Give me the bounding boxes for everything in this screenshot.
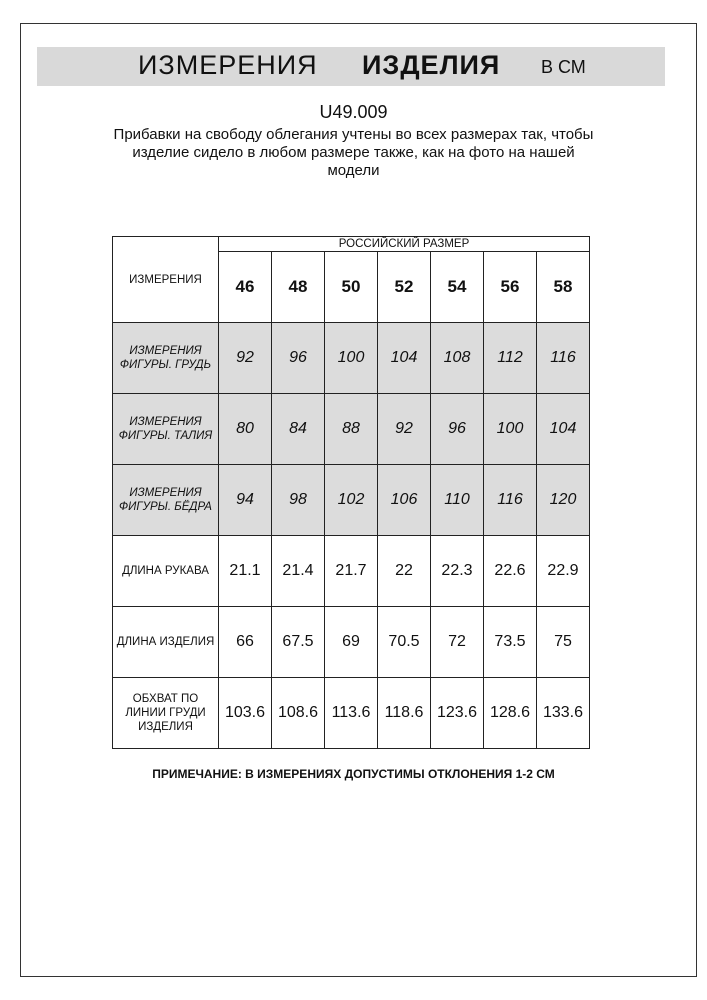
table-row: ДЛИНА ИЗДЕЛИЯ 66 67.5 69 70.5 72 73.5 75 xyxy=(112,606,590,678)
table-row: ДЛИНА РУКАВА 21.1 21.4 21.7 22 22.3 22.6 22.9 xyxy=(112,535,590,607)
size-header: 58 xyxy=(536,251,590,323)
table-cell: 116 xyxy=(483,464,537,536)
row-label: ОБХВАТ ПО ЛИНИИ ГРУДИ ИЗДЕЛИЯ xyxy=(112,677,219,749)
table-row: ОБХВАТ ПО ЛИНИИ ГРУДИ ИЗДЕЛИЯ 103.6 108.6 1… xyxy=(112,677,590,749)
table-cell: 69 xyxy=(324,606,378,678)
size-header: 56 xyxy=(483,251,537,323)
table-cell: 102 xyxy=(324,464,378,536)
table-cell: 110 xyxy=(430,464,484,536)
title-regular: ИЗМЕРЕНИЯ xyxy=(138,50,318,80)
size-header: 52 xyxy=(377,251,431,323)
table-cell: 112 xyxy=(483,322,537,394)
size-header: 46 xyxy=(218,251,272,323)
table-cell: 103.6 xyxy=(218,677,272,749)
table-cell: 73.5 xyxy=(483,606,537,678)
table-cell: 96 xyxy=(271,322,325,394)
table-cell: 21.4 xyxy=(271,535,325,607)
table-cell: 98 xyxy=(271,464,325,536)
table-cell: 94 xyxy=(218,464,272,536)
row-label: ИЗМЕРЕНИЯ ФИГУРЫ. БЁДРА xyxy=(112,464,219,536)
page-frame xyxy=(20,23,697,977)
table-cell: 104 xyxy=(377,322,431,394)
table-cell: 22.3 xyxy=(430,535,484,607)
table-row: ИЗМЕРЕНИЯ ФИГУРЫ. БЁДРА 94 98 102 106 110 116 1… xyxy=(112,464,590,536)
table-cell: 21.7 xyxy=(324,535,378,607)
table-cell: 108 xyxy=(430,322,484,394)
table-cell: 108.6 xyxy=(271,677,325,749)
table-cell: 128.6 xyxy=(483,677,537,749)
table-cell: 22 xyxy=(377,535,431,607)
corner-header: ИЗМЕРЕНИЯ xyxy=(112,236,219,323)
table-cell: 120 xyxy=(536,464,590,536)
table-row: ИЗМЕРЕНИЯ ФИГУРЫ. ГРУДЬ 92 96 100 104 108 112 1… xyxy=(112,322,590,394)
table-cell: 67.5 xyxy=(271,606,325,678)
table-cell: 133.6 xyxy=(536,677,590,749)
group-header: РОССИЙСКИЙ РАЗМЕР xyxy=(218,236,590,252)
unit-label: В СМ xyxy=(541,57,586,77)
table-cell: 75 xyxy=(536,606,590,678)
table-cell: 104 xyxy=(536,393,590,465)
description: Прибавки на свободу облегания учтены во … xyxy=(113,126,594,179)
table-cell: 66 xyxy=(218,606,272,678)
size-table: ИЗМЕРЕНИЯ РОССИЙСКИЙ РАЗМЕР 46 48 50 52 54 56… xyxy=(112,236,590,749)
title-banner xyxy=(37,47,665,86)
title-bold: ИЗДЕЛИЯ xyxy=(362,50,501,80)
table-cell: 96 xyxy=(430,393,484,465)
row-label: ДЛИНА РУКАВА xyxy=(112,535,219,607)
table-row: ИЗМЕРЕНИЯ ФИГУРЫ. ТАЛИЯ 80 84 88 92 96 100 104 xyxy=(112,393,590,465)
size-header: 54 xyxy=(430,251,484,323)
table-cell: 106 xyxy=(377,464,431,536)
table-cell: 116 xyxy=(536,322,590,394)
table-cell: 100 xyxy=(324,322,378,394)
row-label: ИЗМЕРЕНИЯ ФИГУРЫ. ГРУДЬ xyxy=(112,322,219,394)
table-cell: 22.9 xyxy=(536,535,590,607)
size-header: 50 xyxy=(324,251,378,323)
table-cell: 123.6 xyxy=(430,677,484,749)
table-cell: 72 xyxy=(430,606,484,678)
table-cell: 92 xyxy=(377,393,431,465)
table-cell: 80 xyxy=(218,393,272,465)
article-code: U49.009 xyxy=(319,102,388,122)
table-cell: 21.1 xyxy=(218,535,272,607)
note: ПРИМЕЧАНИЕ: В ИЗМЕРЕНИЯХ ДОПУСТИМЫ ОТКЛО… xyxy=(152,767,555,781)
table-cell: 22.6 xyxy=(483,535,537,607)
table-cell: 100 xyxy=(483,393,537,465)
row-label: ИЗМЕРЕНИЯ ФИГУРЫ. ТАЛИЯ xyxy=(112,393,219,465)
table-cell: 92 xyxy=(218,322,272,394)
table-cell: 113.6 xyxy=(324,677,378,749)
table-cell: 88 xyxy=(324,393,378,465)
row-label: ДЛИНА ИЗДЕЛИЯ xyxy=(112,606,219,678)
table-cell: 118.6 xyxy=(377,677,431,749)
table-cell: 70.5 xyxy=(377,606,431,678)
size-header: 48 xyxy=(271,251,325,323)
table-cell: 84 xyxy=(271,393,325,465)
